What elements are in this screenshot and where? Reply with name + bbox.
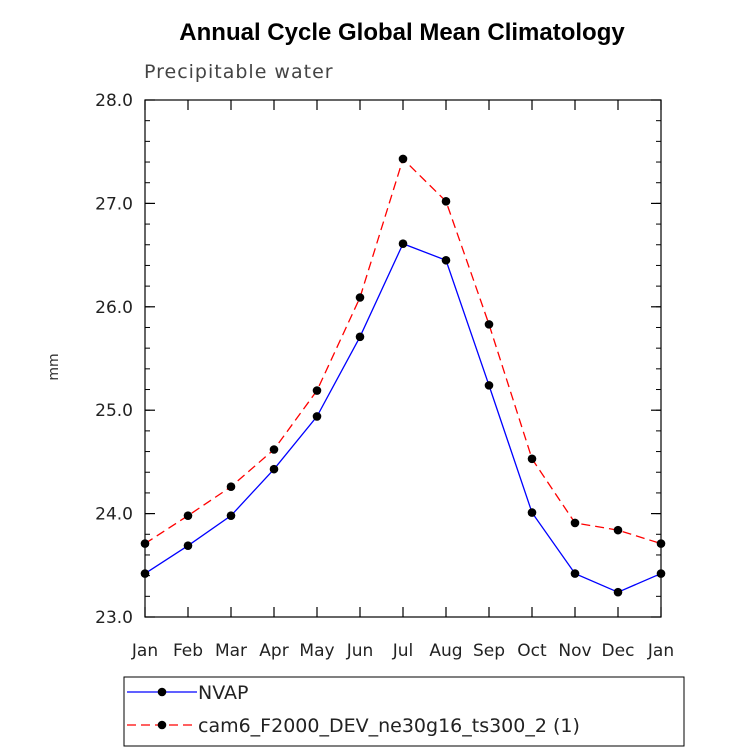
data-point	[312, 386, 322, 395]
data-point	[570, 518, 580, 528]
y-axis: 23.0 24.0 25.0 26.0 27.0 28.0	[95, 91, 661, 628]
data-point	[484, 381, 494, 390]
x-tick-label: Apr	[259, 641, 288, 661]
data-point	[527, 454, 537, 464]
data-point	[183, 541, 193, 550]
series-group	[140, 154, 666, 597]
data-point	[613, 525, 623, 535]
data-point	[269, 445, 279, 454]
y-tick-label: 25.0	[95, 401, 133, 421]
legend: NVAP cam6_F2000_DEV_ne30g16_ts300_2 (1)	[123, 676, 685, 747]
y-tick-label: 23.0	[95, 608, 133, 628]
data-point	[441, 255, 451, 265]
x-tick-label: Oct	[517, 641, 547, 661]
y-axis-label: mm	[46, 353, 62, 380]
x-tick-label: Jun	[346, 641, 374, 661]
data-point	[183, 511, 193, 520]
x-tick-label: Aug	[429, 641, 462, 661]
data-point	[656, 539, 666, 548]
x-tick-label: Jan	[647, 641, 674, 661]
legend-marker	[157, 687, 167, 697]
y-tick-label: 27.0	[95, 194, 133, 214]
data-point	[312, 412, 322, 421]
data-point	[355, 332, 365, 342]
x-tick-label: Jan	[131, 641, 158, 661]
x-tick-label: Sep	[473, 641, 505, 661]
data-point	[441, 197, 451, 206]
series-line-0	[144, 242, 662, 593]
legend-box	[123, 676, 685, 747]
y-tick-label: 26.0	[95, 298, 133, 318]
data-point	[484, 320, 494, 329]
x-axis: Jan Feb Mar Apr May Jun Jul Aug Sep Oct Nov Dec Jan	[131, 100, 674, 661]
data-point	[226, 482, 236, 492]
data-point	[398, 239, 408, 249]
legend-marker	[157, 720, 167, 730]
x-tick-label: Nov	[558, 641, 591, 661]
data-point	[527, 508, 537, 517]
data-point	[226, 511, 236, 520]
y-tick-label: 28.0	[95, 91, 133, 111]
data-point	[656, 569, 666, 578]
x-tick-label: Mar	[215, 641, 247, 661]
data-point	[355, 293, 365, 302]
chart-title: Annual Cycle Global Mean Climatology	[179, 19, 625, 46]
data-point	[613, 587, 623, 597]
data-point	[140, 539, 150, 548]
x-tick-label: Dec	[602, 641, 635, 661]
data-point	[140, 569, 150, 578]
legend-label-1: cam6_F2000_DEV_ne30g16_ts300_2 (1)	[198, 715, 580, 737]
x-tick-label: Feb	[173, 641, 203, 661]
series-line-1	[144, 157, 662, 545]
y-tick-label: 24.0	[95, 505, 133, 525]
x-tick-label: May	[299, 641, 334, 661]
data-point	[398, 154, 408, 164]
data-point	[570, 569, 580, 578]
data-point	[269, 464, 279, 474]
legend-label-0: NVAP	[198, 682, 248, 704]
plot-frame	[144, 99, 662, 618]
chart-subtitle: Precipitable water	[144, 61, 334, 83]
x-tick-label: Jul	[392, 641, 414, 661]
